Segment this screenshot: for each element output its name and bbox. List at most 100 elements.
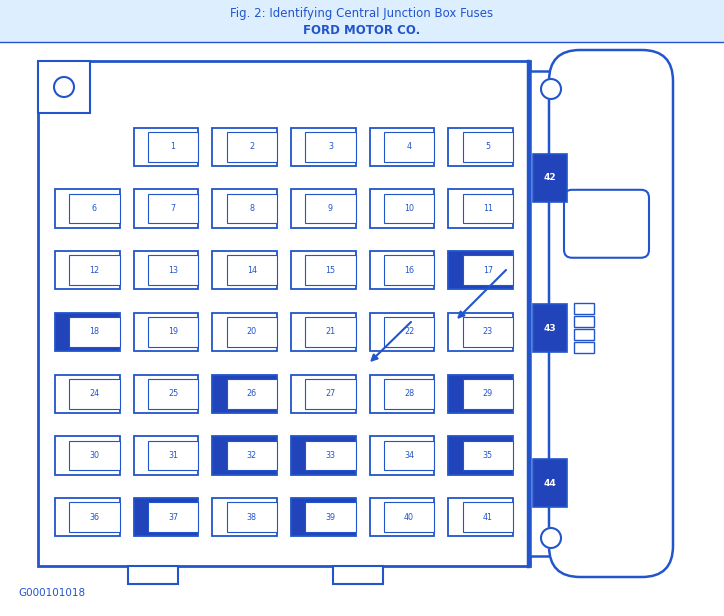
Text: 43: 43 [544, 323, 556, 333]
Bar [384, 502, 434, 532]
Bar [212, 128, 277, 166]
Bar [533, 154, 567, 201]
Bar [463, 193, 513, 224]
Circle shape [541, 79, 561, 99]
Bar [384, 256, 434, 285]
Bar [370, 436, 434, 474]
Text: 35: 35 [483, 451, 493, 460]
Bar [55, 436, 119, 474]
Bar [574, 303, 594, 314]
Bar [212, 498, 277, 537]
Bar [306, 502, 355, 532]
Text: 32: 32 [247, 451, 257, 460]
Bar [291, 498, 355, 537]
Text: 8: 8 [249, 204, 254, 213]
Text: 15: 15 [325, 265, 335, 275]
Bar [227, 379, 277, 408]
Bar [384, 317, 434, 347]
Bar [448, 375, 513, 413]
Bar [306, 256, 355, 285]
Text: 39: 39 [325, 513, 335, 522]
Text: 17: 17 [483, 265, 493, 275]
Text: 3: 3 [328, 142, 333, 152]
Bar [227, 317, 277, 347]
Bar [212, 190, 277, 228]
Bar [370, 251, 434, 290]
Text: 38: 38 [247, 513, 257, 522]
Text: 31: 31 [168, 451, 178, 460]
Bar [463, 317, 513, 347]
Bar [463, 256, 513, 285]
Bar [370, 498, 434, 537]
Bar [306, 379, 355, 408]
Text: 33: 33 [325, 451, 335, 460]
Bar [148, 317, 198, 347]
Bar [148, 502, 198, 532]
Bar [306, 193, 355, 224]
Bar [227, 440, 277, 471]
Bar [134, 498, 198, 537]
Bar [370, 190, 434, 228]
Bar [70, 502, 119, 532]
Text: 16: 16 [404, 265, 414, 275]
Bar [448, 190, 513, 228]
Bar [134, 190, 198, 228]
Bar [38, 61, 90, 113]
Bar [463, 502, 513, 532]
Text: 36: 36 [90, 513, 99, 522]
Bar [134, 128, 198, 166]
Bar [463, 132, 513, 162]
Bar [384, 193, 434, 224]
Bar [55, 375, 119, 413]
Bar [227, 256, 277, 285]
Text: 40: 40 [404, 513, 414, 522]
Text: 23: 23 [483, 328, 493, 336]
Text: 13: 13 [168, 265, 178, 275]
Bar [463, 440, 513, 471]
Bar [384, 132, 434, 162]
Bar [134, 375, 198, 413]
Bar [55, 251, 119, 290]
Text: Fig. 2: Identifying Central Junction Box Fuses: Fig. 2: Identifying Central Junction Box… [230, 7, 494, 20]
Bar [212, 251, 277, 290]
Bar [212, 313, 277, 351]
FancyBboxPatch shape [564, 190, 649, 257]
Bar [574, 342, 594, 353]
Bar [291, 251, 355, 290]
Bar [227, 132, 277, 162]
Bar [291, 128, 355, 166]
Text: 12: 12 [89, 265, 99, 275]
Bar [227, 193, 277, 224]
Bar [370, 313, 434, 351]
Bar [306, 132, 355, 162]
Circle shape [541, 528, 561, 548]
Text: 44: 44 [544, 479, 556, 488]
Bar [70, 440, 119, 471]
Text: 37: 37 [168, 513, 178, 522]
Bar [148, 379, 198, 408]
Text: 6: 6 [92, 204, 97, 213]
Text: 27: 27 [325, 389, 335, 398]
Text: 11: 11 [483, 204, 493, 213]
Text: 42: 42 [544, 173, 556, 182]
Bar [148, 440, 198, 471]
Text: 9: 9 [328, 204, 333, 213]
Bar [448, 313, 513, 351]
Bar [370, 128, 434, 166]
Bar [291, 436, 355, 474]
Bar [212, 375, 277, 413]
Text: 1: 1 [171, 142, 176, 152]
Bar [306, 317, 355, 347]
Text: G000101018: G000101018 [18, 588, 85, 598]
Bar [212, 436, 277, 474]
Bar [384, 379, 434, 408]
Text: 20: 20 [247, 328, 257, 336]
Bar [448, 436, 513, 474]
Bar [333, 566, 383, 584]
Bar [134, 313, 198, 351]
Text: 29: 29 [483, 389, 493, 398]
Bar [128, 566, 178, 584]
Text: 4: 4 [407, 142, 412, 152]
Text: 5: 5 [485, 142, 490, 152]
Text: 22: 22 [404, 328, 414, 336]
